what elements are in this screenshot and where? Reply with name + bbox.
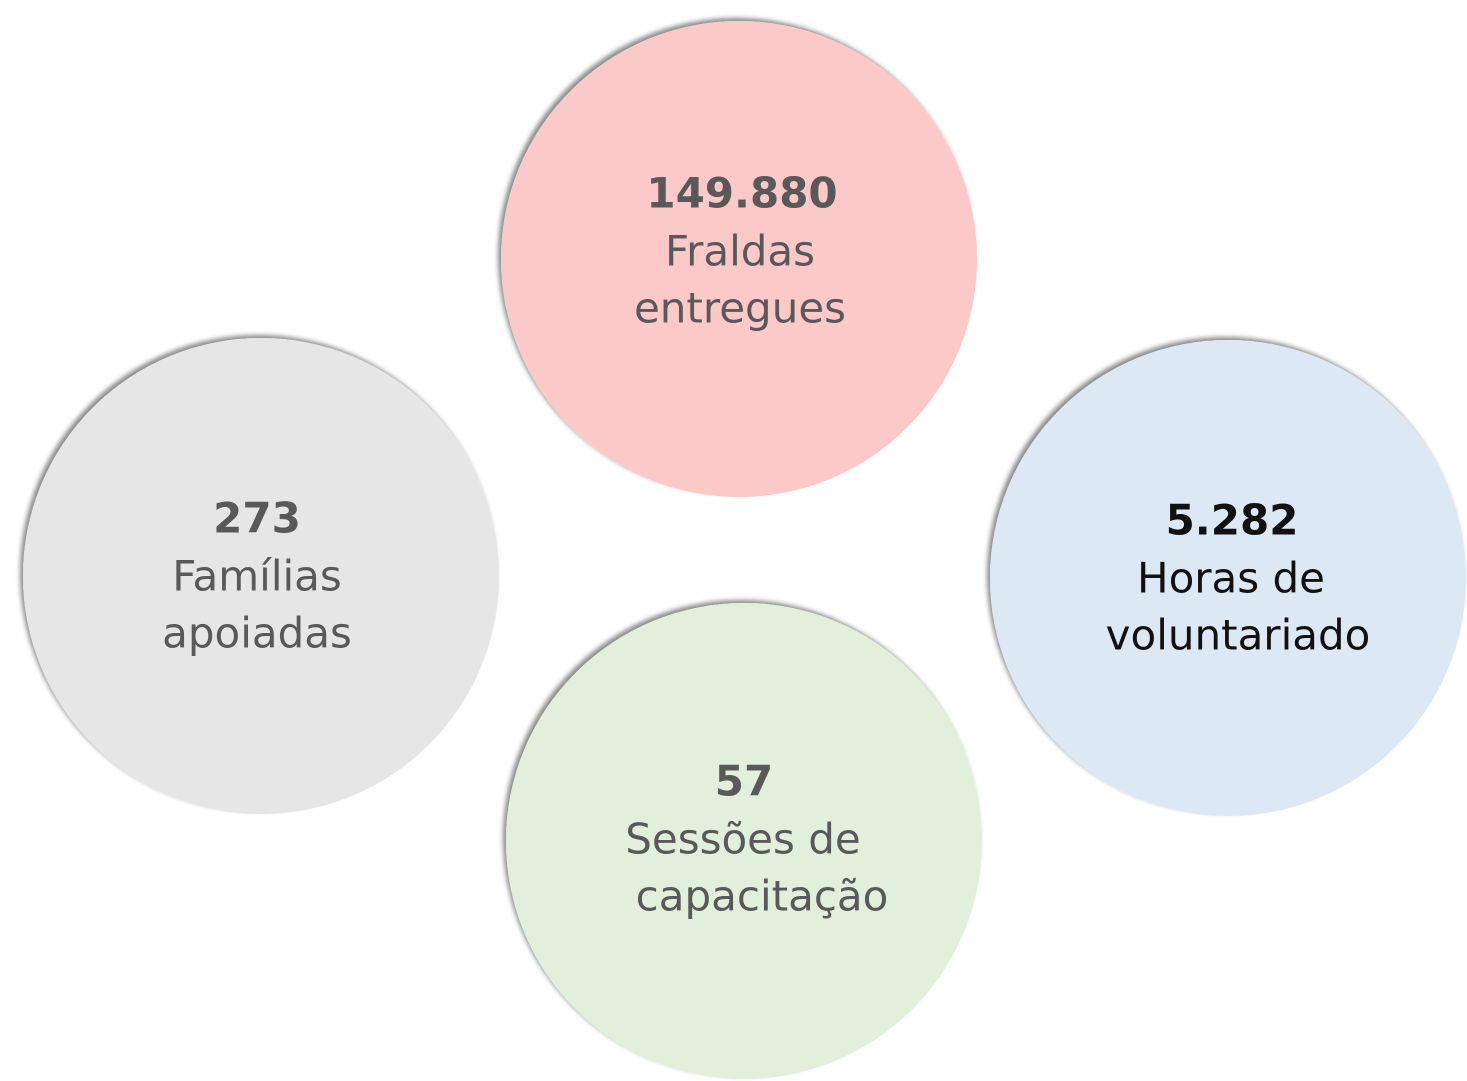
node-value: 57 <box>715 757 773 806</box>
node-value: 149.880 <box>646 169 837 218</box>
node: 149.880 Fraldas entregues <box>501 21 977 497</box>
node-label: apoiadas <box>162 609 352 658</box>
node-value: 5.282 <box>1166 496 1299 545</box>
node: 57 Sessões de capacitação <box>506 603 982 1079</box>
node-label: voluntariado <box>1106 611 1371 660</box>
node-label: Sessões de <box>625 815 861 864</box>
circle <box>501 21 977 497</box>
node-label: capacitação <box>636 872 889 921</box>
circle <box>990 340 1466 816</box>
node-value: 273 <box>213 494 301 543</box>
node: 5.282 Horas de voluntariado <box>990 340 1466 816</box>
node-label: Horas de <box>1137 554 1325 603</box>
node-label: Fraldas <box>665 227 815 276</box>
circle <box>506 603 982 1079</box>
node: 273 Famílias apoiadas <box>23 338 499 814</box>
node-label: Famílias <box>172 552 342 601</box>
node-label: entregues <box>634 284 846 333</box>
circle <box>23 338 499 814</box>
